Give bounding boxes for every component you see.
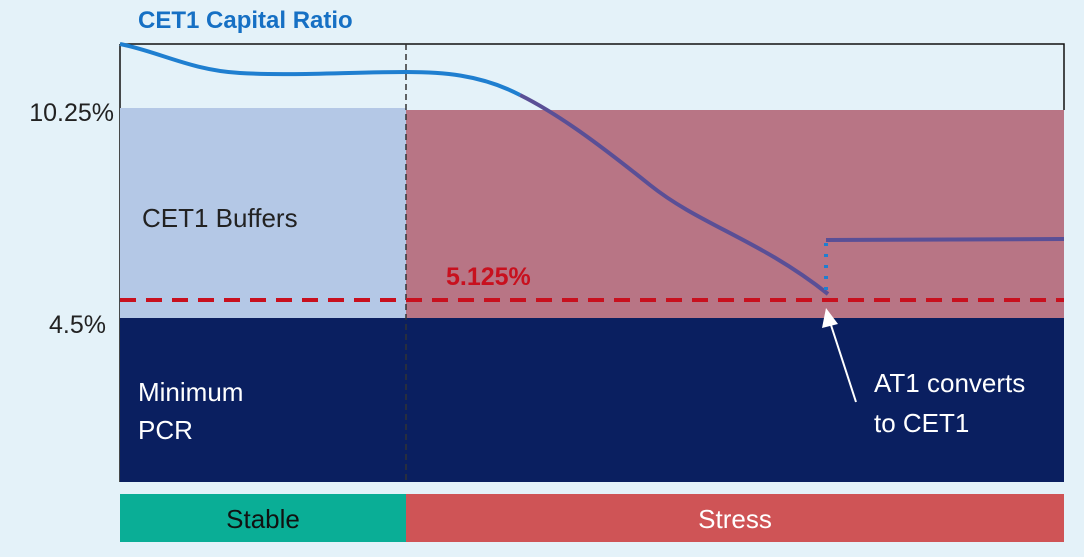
buffers-region-stable <box>120 108 406 318</box>
chart-title: CET1 Capital Ratio <box>138 7 353 34</box>
annotation-arrow-shaft <box>829 321 857 403</box>
minimum-pcr-region <box>120 318 1064 482</box>
buffers-label: CET1 Buffers <box>142 203 298 233</box>
stress-label: Stress <box>698 504 772 534</box>
stable-label: Stable <box>226 504 300 534</box>
annotation-arrowhead <box>822 308 838 328</box>
stress-phase-bar <box>406 494 1064 542</box>
minimum-label-line2: PCR <box>138 415 193 445</box>
y-tick-upper: 10.25% <box>29 99 114 127</box>
cet1-ratio-curve-post-conversion <box>825 237 1065 242</box>
chart-frame <box>120 43 1065 110</box>
cet1-ratio-curve-stress <box>519 93 830 296</box>
y-tick-lower: 4.5% <box>49 311 106 339</box>
trigger-label: 5.125% <box>446 263 531 291</box>
stable-phase-bar <box>120 494 406 542</box>
buffers-region-stress <box>406 110 1064 320</box>
minimum-label-line1: Minimum <box>138 377 243 407</box>
annotation-line1: AT1 converts <box>874 368 1025 398</box>
annotation-line2: to CET1 <box>874 408 969 438</box>
cet1-ratio-curve-stable <box>119 42 521 97</box>
